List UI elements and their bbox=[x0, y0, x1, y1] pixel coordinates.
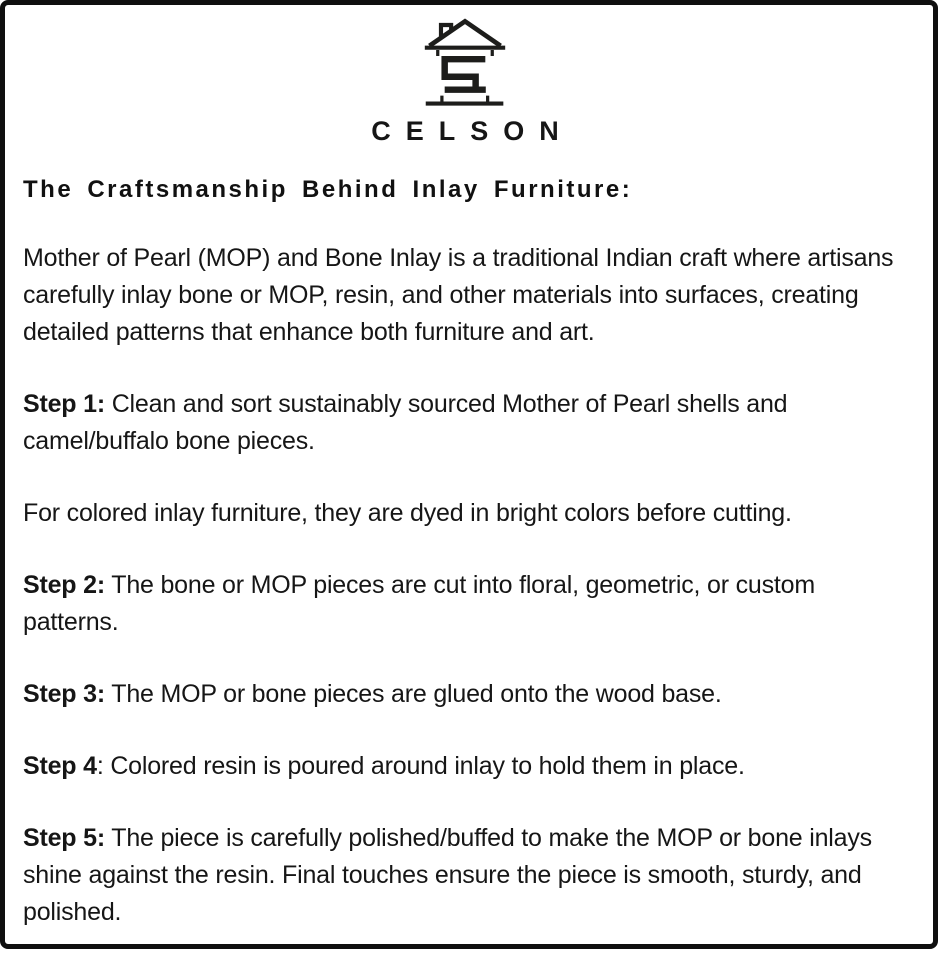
house-logo-icon bbox=[424, 18, 506, 106]
page-title: The Craftsmanship Behind Inlay Furniture… bbox=[23, 176, 633, 203]
paragraph-step-5: Step 5: The piece is carefully polished/… bbox=[23, 820, 911, 931]
step-label: Step 4 bbox=[23, 752, 97, 780]
paragraph-step-4: Step 4: Colored resin is poured around i… bbox=[23, 748, 911, 785]
content-body: Mother of Pearl (MOP) and Bone Inlay is … bbox=[23, 240, 911, 931]
paragraph-text: Mother of Pearl (MOP) and Bone Inlay is … bbox=[23, 244, 894, 346]
step-label: Step 5: bbox=[23, 824, 105, 852]
paragraph-intro: Mother of Pearl (MOP) and Bone Inlay is … bbox=[23, 240, 911, 351]
brand-logo: CELSON bbox=[19, 13, 911, 147]
paragraph-step-2: Step 2: The bone or MOP pieces are cut i… bbox=[23, 567, 911, 641]
paragraph-text: The MOP or bone pieces are glued onto th… bbox=[104, 680, 722, 708]
step-label: Step 2: bbox=[23, 571, 105, 599]
paragraph-text: : Colored resin is poured around inlay t… bbox=[96, 752, 745, 780]
paragraph-step-3: Step 3: The MOP or bone pieces are glued… bbox=[23, 676, 911, 713]
brand-name: CELSON bbox=[371, 116, 574, 146]
paragraph-step-1: Step 1: Clean and sort sustainably sourc… bbox=[23, 386, 911, 460]
step-label: Step 1: bbox=[23, 390, 105, 418]
paragraph-colored-note: For colored inlay furniture, they are dy… bbox=[23, 495, 911, 532]
paragraph-text: Clean and sort sustainably sourced Mothe… bbox=[23, 390, 788, 455]
paragraph-text: For colored inlay furniture, they are dy… bbox=[23, 499, 792, 527]
paragraph-text: The piece is carefully polished/buffed t… bbox=[23, 824, 872, 926]
step-label: Step 3: bbox=[23, 680, 105, 708]
paragraph-text: The bone or MOP pieces are cut into flor… bbox=[23, 571, 815, 636]
